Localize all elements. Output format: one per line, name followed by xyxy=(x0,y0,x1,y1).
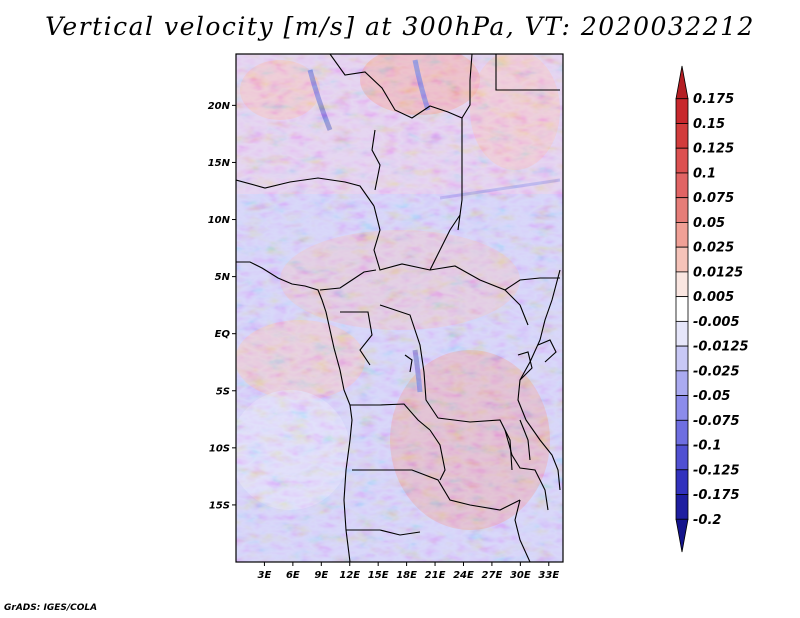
lon-label: 3E xyxy=(258,570,272,581)
colorbar-label: -0.025 xyxy=(693,364,740,379)
colorbar-label: 0.075 xyxy=(693,191,734,206)
colorbar-label: -0.1 xyxy=(693,439,721,454)
colorbar-label: -0.0125 xyxy=(693,340,749,355)
lon-label: 33E xyxy=(538,570,559,581)
lat-label: 15N xyxy=(208,158,231,169)
colorbar-box xyxy=(675,370,689,396)
colorbar-box xyxy=(675,271,689,298)
colorbar-label: -0.125 xyxy=(693,463,740,478)
colorbar-box xyxy=(675,296,689,322)
colorbar-box xyxy=(675,395,689,421)
colorbar-box xyxy=(675,197,689,223)
colorbar-label: 0.15 xyxy=(693,117,725,132)
lat-label: EQ xyxy=(215,329,231,340)
colorbar-box xyxy=(675,172,689,199)
lat-label: 15S xyxy=(209,500,230,511)
lon-label: 30E xyxy=(510,570,531,581)
colorbar-box xyxy=(675,444,689,471)
colorbar-label: -0.005 xyxy=(693,315,740,330)
lon-label: 6E xyxy=(286,570,300,581)
colorbar-box xyxy=(675,222,689,248)
colorbar-box xyxy=(675,123,689,149)
colorbar-label: -0.175 xyxy=(693,488,740,503)
lon-label: 9E xyxy=(314,570,328,581)
longitude-axis: 3E 6E 9E 12E 15E 18E 21E 24E 27E 30E 33E xyxy=(258,562,559,581)
lon-label: 12E xyxy=(339,570,360,581)
chart-title: Vertical velocity [m/s] at 300hPa, VT: 2… xyxy=(45,12,755,41)
lon-label: 15E xyxy=(368,570,389,581)
colorbar-box xyxy=(675,320,689,347)
colorbar-label: 0.125 xyxy=(693,142,734,157)
map-frame xyxy=(235,53,564,563)
colorbar-label: 0.025 xyxy=(693,241,734,256)
colorbar-label: -0.2 xyxy=(693,513,721,528)
country-borders xyxy=(236,54,561,562)
lat-label: 5S xyxy=(216,386,230,397)
colorbar-label: 0.05 xyxy=(693,216,725,231)
colorbar-label: 0.1 xyxy=(693,166,716,181)
colorbar: 0.175 0.15 0.125 0.1 0.075 0.05 0.025 0.0125 0.0… xyxy=(675,65,749,553)
grads-credit: GrADS: IGES/COLA xyxy=(4,603,98,613)
colorbar-box xyxy=(675,494,689,520)
lat-label: 10S xyxy=(209,443,230,454)
lon-label: 21E xyxy=(425,570,446,581)
colorbar-label: 0.175 xyxy=(693,92,734,107)
colorbar-label: 0.005 xyxy=(693,290,734,305)
colorbar-box xyxy=(675,147,689,174)
colorbar-box xyxy=(675,246,689,273)
lat-label: 5N xyxy=(215,272,231,283)
colorbar-label: -0.05 xyxy=(693,389,730,404)
colorbar-box xyxy=(675,419,689,446)
lat-label: 20N xyxy=(208,101,231,112)
lon-label: 27E xyxy=(482,570,503,581)
latitude-axis: 20N 15N 10N 5N EQ 5S 10S 15S xyxy=(208,101,236,511)
colorbar-label: 0.0125 xyxy=(693,265,743,280)
colorbar-top-arrow xyxy=(675,65,689,100)
colorbar-box xyxy=(675,98,689,124)
colorbar-label: -0.075 xyxy=(693,414,740,429)
colorbar-box xyxy=(675,345,689,372)
colorbar-box xyxy=(675,469,689,495)
lat-label: 10N xyxy=(208,215,231,226)
lon-label: 18E xyxy=(396,570,417,581)
velocity-field xyxy=(236,54,563,562)
lon-label: 24E xyxy=(453,570,474,581)
colorbar-bottom-arrow xyxy=(675,518,689,553)
